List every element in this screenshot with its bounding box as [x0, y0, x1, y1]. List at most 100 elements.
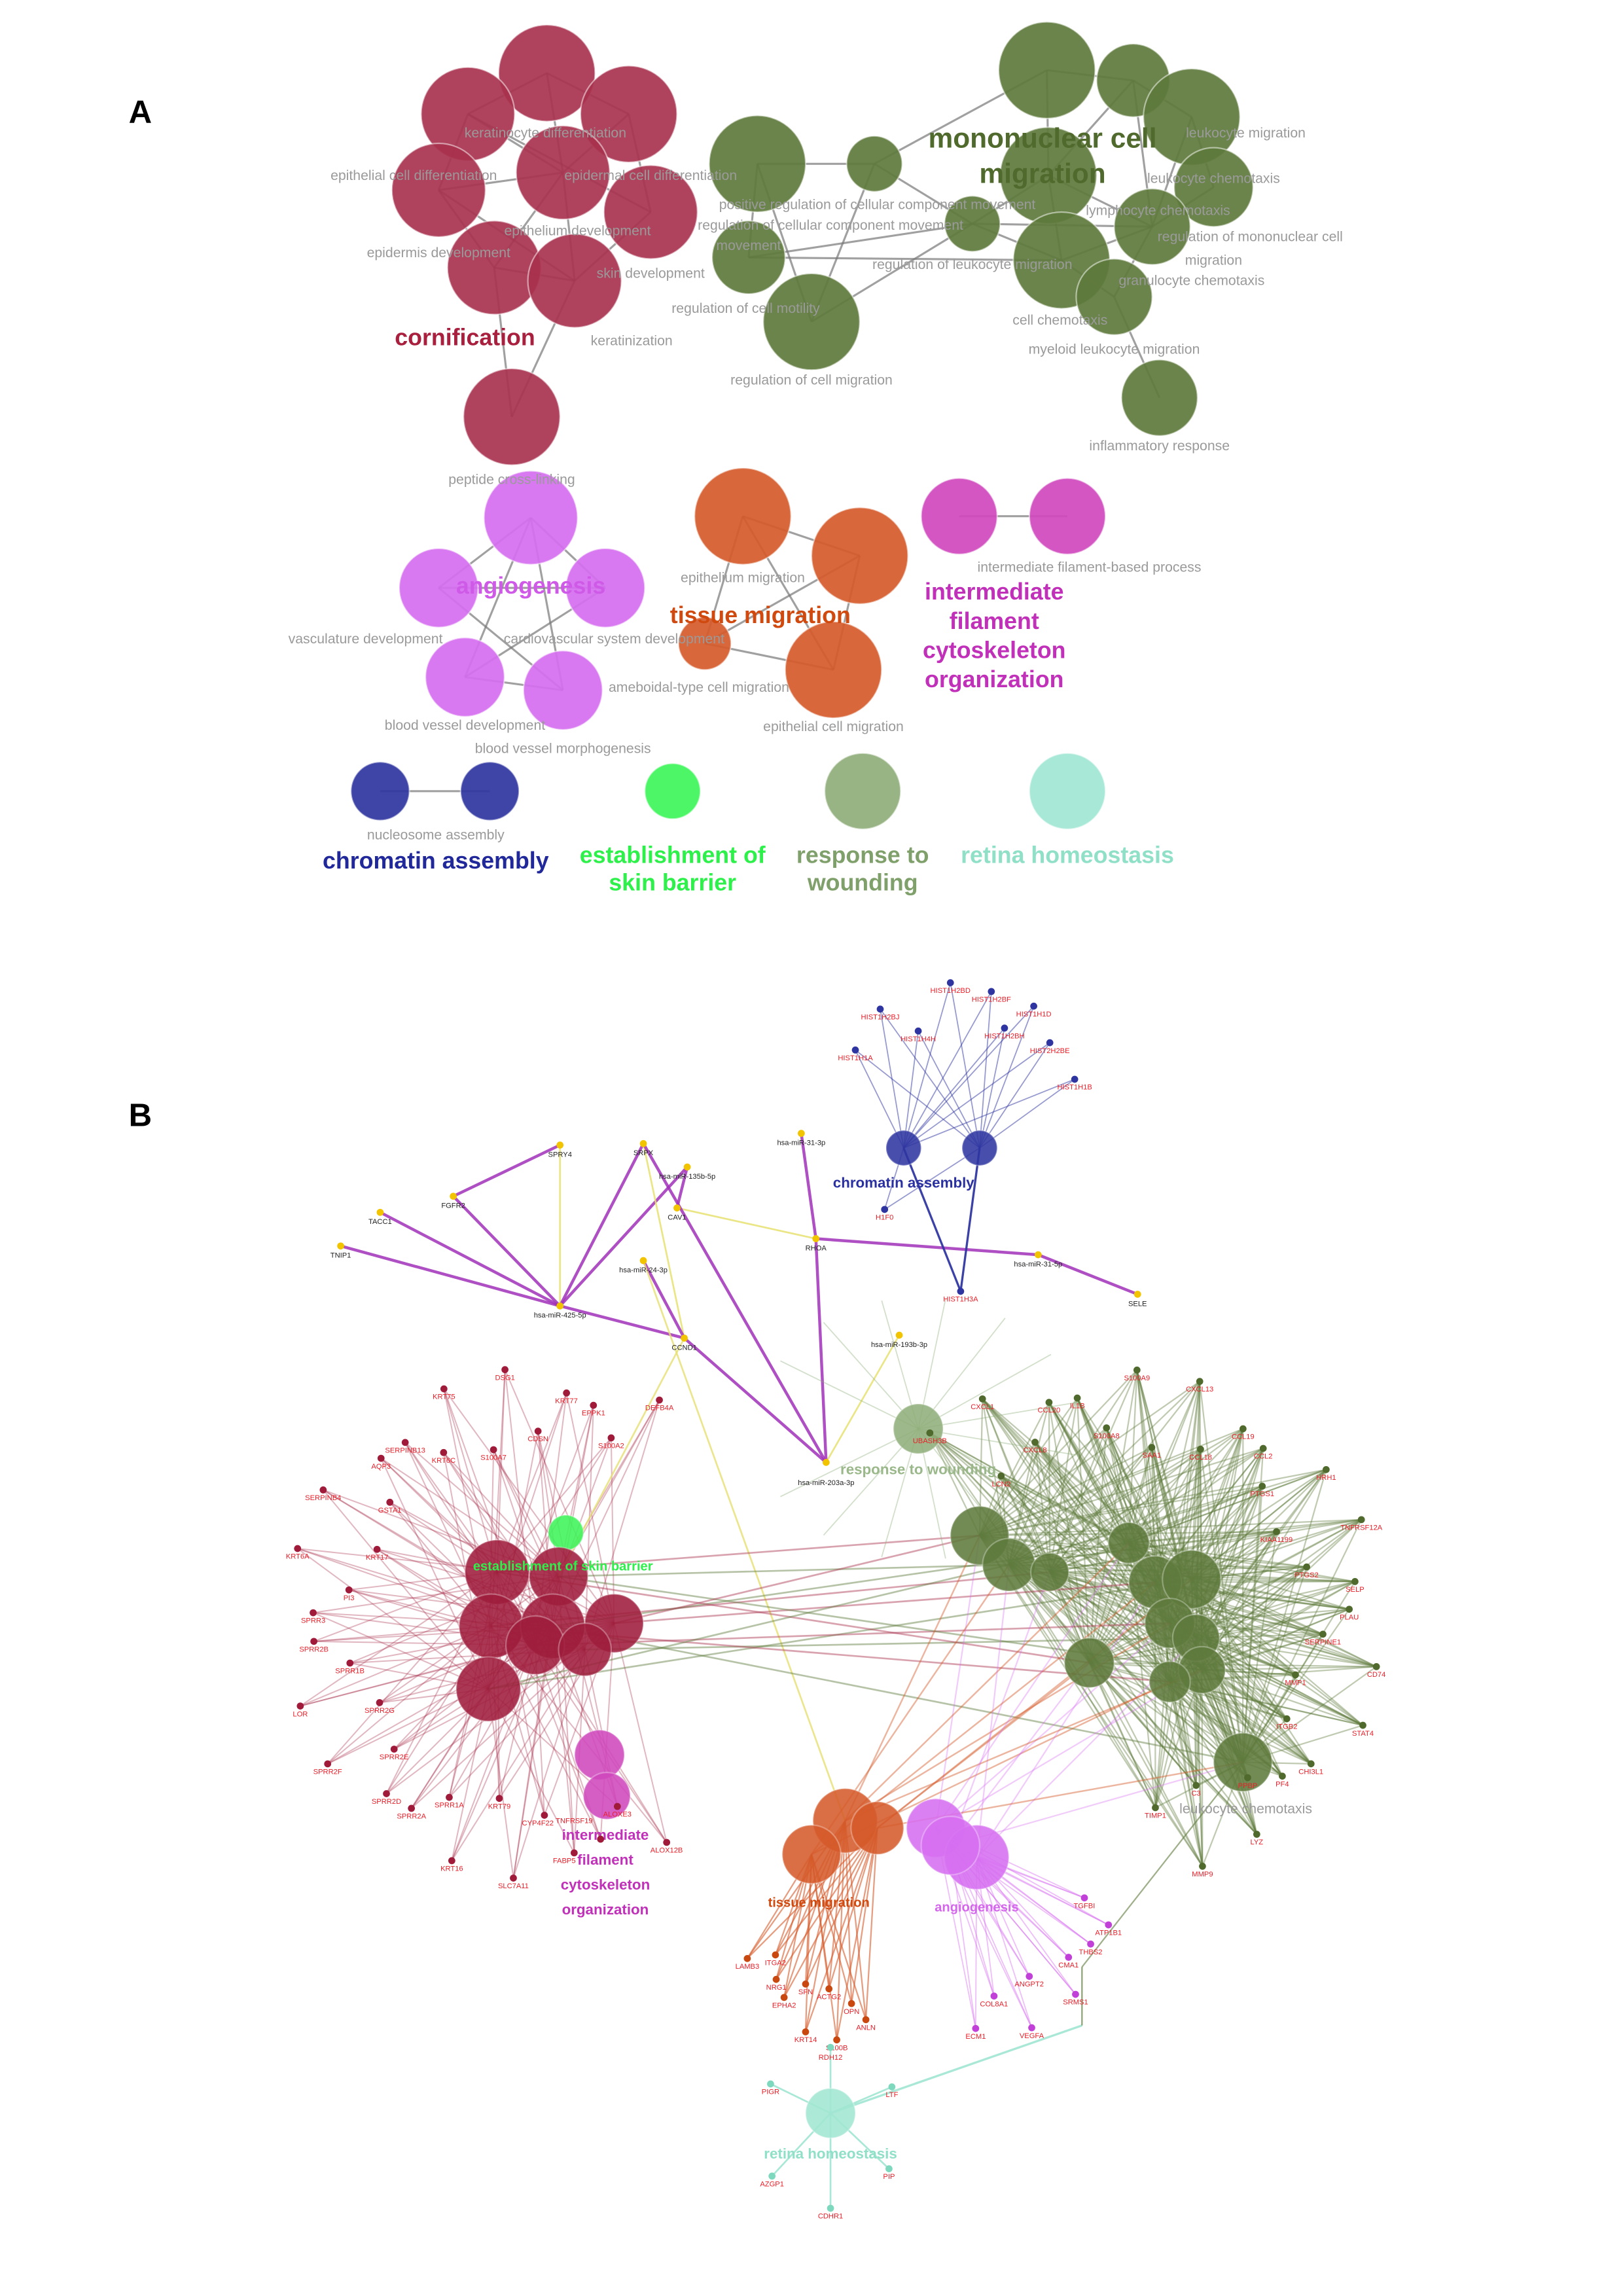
gene-label: AQP3	[371, 1463, 391, 1471]
gene-label: COL8A1	[980, 2000, 1008, 2008]
cluster-label-intermediate_filament: intermediate	[925, 579, 1063, 605]
cluster-label-mononuclear: migration	[979, 158, 1105, 188]
mirna-edge	[642, 1143, 685, 1338]
gene-label: ALOXE3	[603, 1811, 632, 1819]
term-label: epithelial cell differentiation	[330, 168, 497, 183]
gene-edge	[1201, 1670, 1204, 1867]
gene-edge	[512, 1649, 586, 1878]
gene-node	[373, 1545, 381, 1553]
gene-edge	[1128, 1542, 1307, 1568]
gene-node	[885, 2165, 893, 2172]
term-label: blood vessel morphogenesis	[475, 742, 651, 757]
cross-edge	[491, 1571, 1050, 1627]
gene-node	[1071, 1075, 1079, 1083]
gene-label: KIAA1199	[1260, 1536, 1293, 1544]
gene-edge	[1089, 1662, 1377, 1668]
cluster-label-wounding: response to wounding	[840, 1461, 996, 1477]
gene-edge	[1008, 1447, 1264, 1566]
gene-edge	[1128, 1428, 1244, 1544]
gene-edge	[979, 1079, 1075, 1149]
cross-edge	[497, 1571, 1090, 1664]
gene-label: IL1B	[1070, 1403, 1085, 1410]
gene-edge	[1128, 1531, 1277, 1544]
gene-node	[1105, 1921, 1113, 1929]
gene-label: DSG1	[495, 1374, 515, 1382]
gene-edge	[1008, 1564, 1249, 1778]
gene-label: UBASH3B	[913, 1437, 947, 1445]
gene-label: SPRR2D	[372, 1798, 401, 1806]
gene-edge	[1034, 1441, 1192, 1580]
gene-label: PLAU	[1340, 1613, 1359, 1621]
term-label: intermediate filament-based process	[977, 560, 1201, 575]
gene-edge	[1169, 1623, 1197, 1786]
cross-edge	[976, 1582, 1156, 1858]
gene-label: HIST1H2BH	[984, 1032, 1024, 1040]
panel-a-term-labels: keratinocyte differentiation epithelial c…	[289, 126, 1343, 843]
gene-edge	[1077, 1397, 1192, 1580]
gene-label: GSTA1	[378, 1507, 402, 1515]
gene-label: ANLN	[856, 2024, 876, 2032]
gene-edge	[1008, 1402, 1050, 1566]
gene-label: TGFBI	[1073, 1902, 1095, 1910]
gene-node	[310, 1609, 317, 1617]
gene-label: SELP	[1346, 1586, 1364, 1594]
hub-node-tissue_migration	[781, 1824, 842, 1885]
cluster-label-chromatin: chromatin assembly	[323, 848, 549, 874]
gene-node	[296, 1702, 304, 1710]
gene-edge	[1089, 1581, 1355, 1664]
gene-node	[1259, 1444, 1267, 1452]
gene-edge	[979, 1005, 1035, 1149]
gene-label: KRT17	[366, 1554, 389, 1562]
term-node-cornification	[603, 164, 698, 260]
gene-label: HIST1H2BD	[931, 987, 971, 995]
gene-edge	[979, 1485, 1262, 1537]
mirna-node	[376, 1208, 384, 1216]
gene-edge	[1201, 1469, 1327, 1671]
gene-edge	[490, 1626, 601, 1840]
gene-label: ALOX12B	[651, 1847, 683, 1855]
gene-edge	[380, 1458, 560, 1577]
term-label: keratinocyte differentiation	[465, 126, 626, 141]
gene-node	[881, 1206, 889, 1213]
gene-edge	[1196, 1637, 1364, 1727]
cross-edge	[844, 1623, 1171, 1821]
gene-edge	[1128, 1542, 1355, 1583]
gene-edge	[979, 1028, 1005, 1149]
cross-edge	[844, 1535, 981, 1821]
term-node-angiogenesis	[483, 470, 579, 565]
hub-node-mononuclear	[1162, 1549, 1222, 1609]
gene-node	[613, 1803, 621, 1810]
gene-label: HIST2H2BE	[1030, 1047, 1070, 1055]
term-node-mononuclear	[1113, 188, 1191, 266]
term-label: cardiovascular system development	[504, 632, 724, 647]
hub-node-mononuclear	[1063, 1637, 1115, 1689]
gene-label: HIST1H4H	[901, 1035, 936, 1043]
term-node-tissue_migration	[784, 620, 883, 719]
gene-edge	[1154, 1623, 1171, 1808]
gene-label: S100A9	[1124, 1374, 1150, 1382]
gene-edge	[1008, 1427, 1107, 1566]
gene-node	[1073, 1394, 1081, 1402]
gene-edge	[1088, 1662, 1204, 1867]
gene-edge	[490, 1626, 545, 1816]
hub-node-cornification	[505, 1615, 565, 1676]
cross-edge	[950, 1571, 1051, 1846]
gene-node	[1319, 1630, 1327, 1638]
gene-edge	[380, 1458, 554, 1627]
gene-node	[440, 1448, 448, 1456]
hub-node-mononuclear	[1148, 1660, 1191, 1703]
cluster-label-tissue-migration: tissue migration	[768, 1896, 870, 1910]
term-label: movement	[716, 238, 781, 253]
gene-node	[1351, 1578, 1359, 1585]
gene-edge	[1195, 1469, 1327, 1639]
gene-node	[767, 2080, 774, 2088]
mirna-edge	[815, 1237, 1039, 1257]
panel-b-genes: TNIP1 TACC1 FGFR2 SPRY4 SRPX hsa-miR-135b-5p h…	[286, 979, 1385, 2221]
mirna-edge	[379, 1211, 561, 1308]
gene-edge	[1191, 1579, 1364, 1726]
gene-label: SERPINE1	[1305, 1638, 1341, 1646]
term-node-mononuclear	[711, 220, 786, 295]
gene-node	[1001, 1024, 1008, 1032]
gene-label: C3	[1191, 1790, 1200, 1798]
mirna-label: hsa-miR-425-5p	[534, 1312, 586, 1319]
